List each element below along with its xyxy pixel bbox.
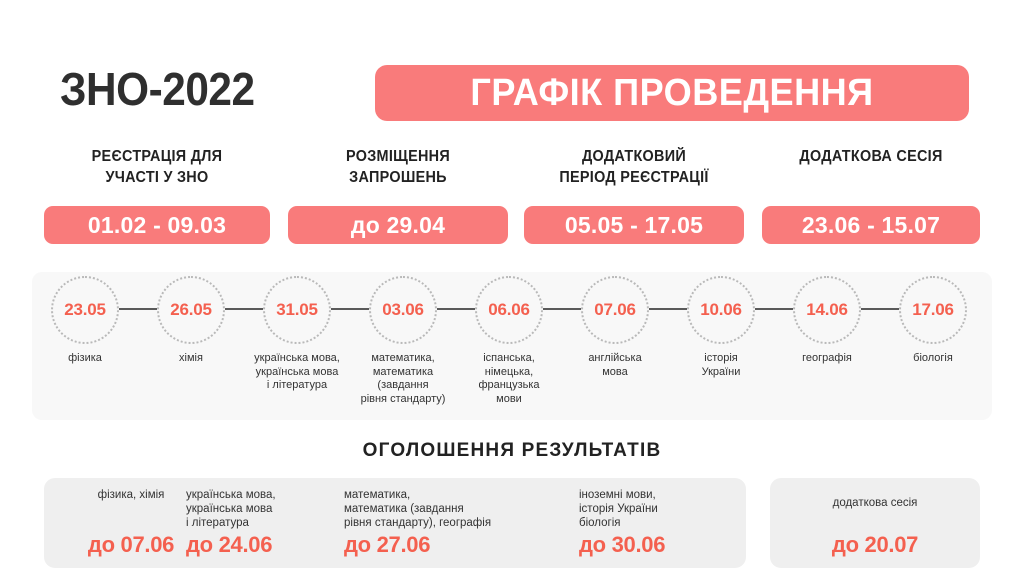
timeline-subject-label: математика, математика (завдання рівня с… (360, 352, 446, 405)
results-subjects: математика, математика (завдання рівня с… (344, 489, 492, 529)
timeline-date: 07.06 (594, 300, 636, 319)
timeline-date: 26.05 (170, 300, 212, 319)
timeline-subject-label: фізика (68, 352, 102, 364)
results-date: до 30.06 (579, 532, 666, 557)
phase-additional-session: ДОДАТКОВА СЕСІЯ 23.06 - 15.07 (762, 146, 980, 244)
timeline-date: 23.05 (64, 300, 106, 319)
page-header: ЗНО-2022 ГРАФІК ПРОВЕДЕННЯ (0, 30, 1024, 121)
timeline-date-circle: 26.05 (157, 276, 225, 344)
results-date: до 07.06 (87, 532, 175, 557)
timeline-connector (861, 308, 899, 310)
timeline-date-circle: 03.06 (369, 276, 437, 344)
results-date: до 27.06 (344, 532, 431, 557)
exam-timeline: 23.05 фізика 26.05 хімія 31.05 українськ… (32, 272, 992, 420)
results-subjects: іноземні мови, історія України біологія (579, 489, 658, 529)
phase-title: ДОДАТКОВА СЕСІЯ (799, 148, 943, 165)
results-item: іноземні мови, історія України біологія … (579, 478, 739, 568)
timeline-subject-label: біологія (913, 352, 953, 364)
phase-date-badge: до 29.04 (288, 206, 508, 244)
header-banner: ГРАФІК ПРОВЕДЕННЯ (375, 65, 969, 121)
results-date: до 24.06 (186, 532, 273, 557)
timeline-date-circle: 07.06 (581, 276, 649, 344)
timeline-connector (649, 308, 687, 310)
results-heading: ОГОЛОШЕННЯ РЕЗУЛЬТАТІВ (362, 440, 662, 461)
phase-registration: РЕЄСТРАЦІЯ ДЛЯ УЧАСТІ У ЗНО 01.02 - 09.0… (44, 146, 270, 244)
phase-date-badge: 05.05 - 17.05 (524, 206, 744, 244)
timeline-subject-label: іспанська, німецька, французька мови (478, 352, 540, 405)
results-date: до 20.07 (831, 532, 919, 557)
results-subjects: українська мова, українська мова і літер… (186, 489, 276, 529)
timeline-date: 03.06 (382, 300, 424, 319)
timeline-connector (755, 308, 793, 310)
results-item: математика, математика (завдання рівня с… (344, 478, 574, 568)
results-item: фізика, хімія до 07.06 (52, 478, 210, 568)
timeline-date: 14.06 (806, 300, 848, 319)
timeline-nodes: 23.05 фізика 26.05 хімія 31.05 українськ… (32, 272, 992, 420)
results-subjects: додаткова сесія (832, 497, 918, 509)
results-card-extra: додаткова сесія до 20.07 (770, 478, 980, 568)
timeline-date-circle: 17.06 (899, 276, 967, 344)
results-subjects: фізика, хімія (97, 489, 165, 501)
timeline-date-circle: 14.06 (793, 276, 861, 344)
timeline-connector (543, 308, 581, 310)
phase-date-badge: 01.02 - 09.03 (44, 206, 270, 244)
page-title: ЗНО-2022 (60, 63, 255, 115)
timeline-date-circle: 31.05 (263, 276, 331, 344)
timeline-subject-label: хімія (179, 352, 203, 364)
timeline-connector (119, 308, 157, 310)
header-banner-label: ГРАФІК ПРОВЕДЕННЯ (470, 71, 874, 114)
phase-additional-registration: ДОДАТКОВИЙ ПЕРІОД РЕЄСТРАЦІЇ 05.05 - 17.… (524, 146, 744, 244)
timeline-subject-label: історія України (701, 352, 741, 378)
timeline-connector (437, 308, 475, 310)
timeline-date: 31.05 (276, 300, 318, 319)
phase-title: РОЗМІЩЕННЯ ЗАПРОШЕНЬ (346, 148, 450, 186)
timeline-date: 06.06 (488, 300, 530, 319)
phase-invitations: РОЗМІЩЕННЯ ЗАПРОШЕНЬ до 29.04 (288, 146, 508, 244)
timeline-subject-label: англійська мова (588, 352, 642, 378)
timeline-subject-label: українська мова, українська мова і літер… (254, 352, 340, 391)
timeline-date: 10.06 (700, 300, 742, 319)
timeline-connector (225, 308, 263, 310)
phase-title: РЕЄСТРАЦІЯ ДЛЯ УЧАСТІ У ЗНО (91, 148, 223, 186)
results-card-main: фізика, хімія до 07.06 українська мова, … (44, 478, 746, 568)
timeline-date-circle: 23.05 (51, 276, 119, 344)
phase-date-badge: 23.06 - 15.07 (762, 206, 980, 244)
results-item: українська мова, українська мова і літер… (186, 478, 336, 568)
results-item: додаткова сесія до 20.07 (770, 486, 980, 576)
timeline-date: 17.06 (912, 300, 954, 319)
timeline-date-circle: 06.06 (475, 276, 543, 344)
timeline-subject-label: географія (802, 352, 852, 364)
timeline-date-circle: 10.06 (687, 276, 755, 344)
phase-title: ДОДАТКОВИЙ ПЕРІОД РЕЄСТРАЦІЇ (559, 148, 709, 186)
timeline-connector (331, 308, 369, 310)
